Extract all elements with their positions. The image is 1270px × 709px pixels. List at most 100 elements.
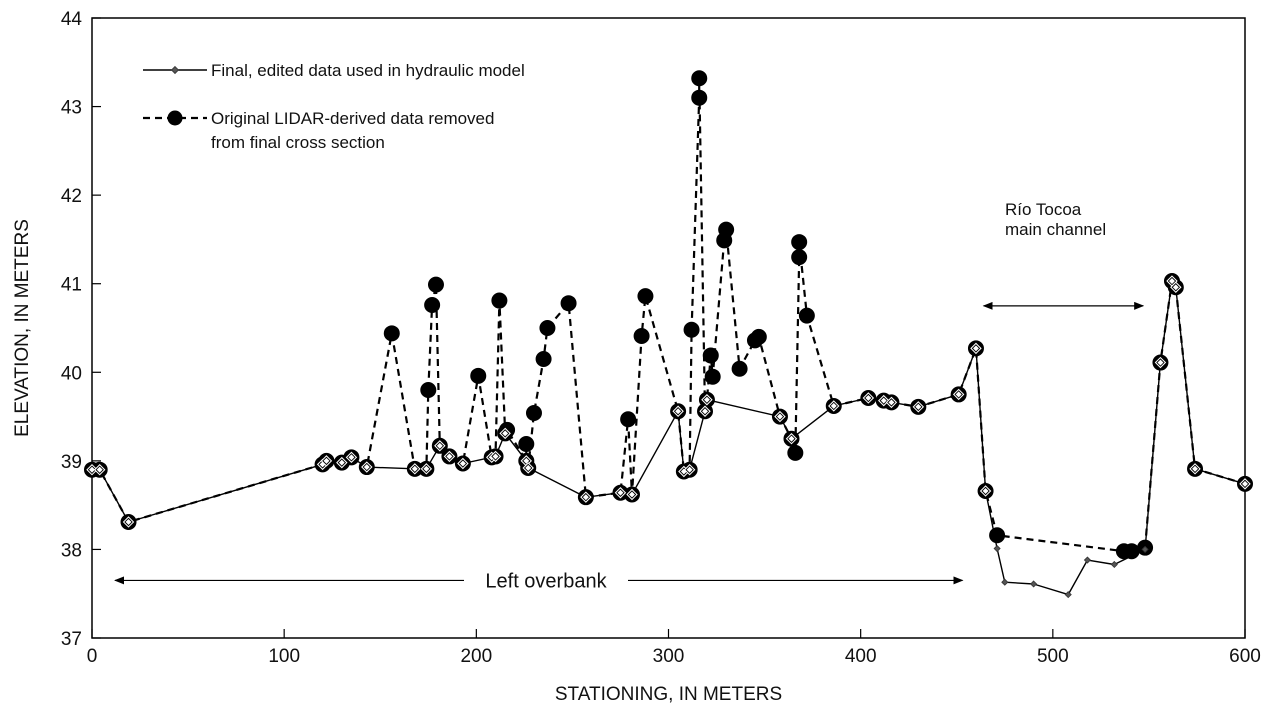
final-point-marker	[993, 544, 1001, 553]
y-axis-title: ELEVATION, IN METERS	[12, 219, 33, 437]
final-point-marker-inner	[700, 407, 710, 416]
final-point-marker-inner	[581, 492, 591, 502]
final-point-marker-inner	[347, 453, 356, 462]
legend-final-swatch-marker	[170, 65, 180, 75]
final-point-marker-inner	[491, 452, 500, 461]
removed-point-marker	[470, 367, 487, 384]
removed-point-marker	[620, 411, 637, 428]
final-point-marker-inner	[673, 407, 683, 416]
removed-point-marker	[427, 276, 444, 293]
removed-point-marker	[787, 444, 804, 461]
removed-point-marker	[491, 292, 508, 309]
x-tick-label: 300	[653, 646, 685, 667]
removed-point-marker	[731, 360, 748, 377]
left-overbank-label: Left overbank	[485, 570, 607, 592]
final-point-marker-inner	[1171, 283, 1181, 292]
removed-point-marker	[989, 527, 1006, 544]
series-lines	[92, 77, 1246, 596]
final-point-marker-inner	[95, 465, 104, 474]
final-point-marker-inner	[422, 464, 431, 474]
y-tick-label: 40	[61, 363, 82, 384]
removed-point-marker	[691, 89, 708, 106]
final-point-marker-inner	[362, 462, 372, 472]
final-point-marker-inner	[864, 393, 873, 403]
final-point-marker-inner	[879, 396, 888, 405]
final-point-marker	[1001, 578, 1009, 586]
final-point-marker-inner	[124, 517, 133, 527]
removed-point-marker	[791, 249, 808, 266]
removed-point-marker	[539, 320, 556, 336]
y-tick-label: 44	[61, 9, 83, 30]
x-tick-label: 0	[87, 646, 98, 667]
final-point-marker-inner	[523, 463, 533, 473]
final-point-marker-inner	[829, 401, 838, 411]
removed-point-marker	[633, 327, 650, 344]
removed-point-marker	[683, 321, 700, 338]
removed-point-marker	[637, 288, 654, 305]
final-point-marker-inner	[954, 390, 963, 399]
final-point-marker-inner	[445, 452, 454, 461]
y-tick-label: 43	[61, 98, 82, 119]
final-point-marker-inner	[887, 398, 896, 407]
removed-point-marker	[535, 351, 552, 367]
removed-point-marker	[525, 405, 542, 422]
removed-point-marker	[518, 436, 535, 453]
removed-point-marker	[691, 70, 708, 87]
final-point-marker	[1030, 580, 1038, 588]
final-point-marker-inner	[1156, 358, 1165, 367]
legend-original-label: Original LIDAR-derived data removed	[211, 109, 494, 128]
final-point-marker-inner	[435, 441, 445, 451]
y-tick-label: 37	[61, 629, 82, 650]
final-point-marker-inner	[702, 395, 712, 404]
removed-point-marker	[420, 382, 437, 398]
x-tick-label: 200	[460, 646, 492, 667]
final-point-marker-inner	[458, 459, 468, 468]
y-tick-label: 42	[61, 186, 82, 207]
final-point-marker-inner	[337, 458, 347, 467]
x-tick-label: 100	[268, 646, 300, 667]
final-point-marker-inner	[1240, 479, 1250, 489]
x-axis-title: STATIONING, IN METERS	[555, 684, 782, 705]
final-point-marker-inner	[616, 488, 625, 497]
final-point-marker-inner	[1167, 276, 1177, 286]
final-point-marker-inner	[627, 490, 637, 499]
final-point-marker	[1064, 591, 1072, 599]
axes: 0 100 200 300 400 500 600 37 38 39 40 41 42 43 44 STATI…	[12, 9, 1261, 705]
legend-final-label: Final, edited data used in hydraulic mod…	[211, 61, 525, 80]
removed-point-marker	[383, 325, 400, 342]
original-point-marker	[1123, 543, 1140, 560]
final-point-marker-inner	[1190, 464, 1200, 474]
legend: Final, edited data used in hydraulic mod…	[143, 61, 525, 152]
removed-point-marker	[791, 234, 808, 251]
removed-point-marker	[702, 347, 719, 364]
removed-point-marker	[750, 328, 767, 345]
final-point-marker	[1141, 545, 1149, 553]
final-point-marker-inner	[410, 464, 420, 474]
final-point-marker-inner	[971, 344, 981, 353]
final-point-marker-inner	[685, 465, 694, 474]
final-point-marker-inner	[981, 486, 990, 496]
series-markers	[84, 70, 1253, 599]
removed-point-marker	[718, 221, 735, 238]
x-tick-label: 500	[1037, 646, 1069, 667]
y-tick-label: 39	[61, 452, 82, 473]
main-channel-label: Río Tocoa	[1005, 200, 1082, 219]
removed-point-marker	[704, 368, 721, 385]
final-point-marker-inner	[787, 434, 796, 443]
final-point-marker-inner	[500, 429, 510, 438]
y-tick-label: 38	[61, 540, 82, 561]
x-tick-label: 600	[1229, 646, 1261, 667]
removed-point-marker	[424, 296, 441, 313]
final-point-marker	[1110, 560, 1118, 569]
final-point-marker-inner	[914, 402, 923, 412]
removed-point-marker	[798, 307, 815, 324]
legend-original-swatch-marker	[167, 110, 183, 126]
series-line-final	[92, 280, 1246, 596]
final-point-marker-inner	[87, 465, 97, 474]
legend-original-label-line2: from final cross section	[211, 133, 385, 152]
x-tick-label: 400	[845, 646, 877, 667]
final-point-marker-inner	[775, 412, 785, 421]
